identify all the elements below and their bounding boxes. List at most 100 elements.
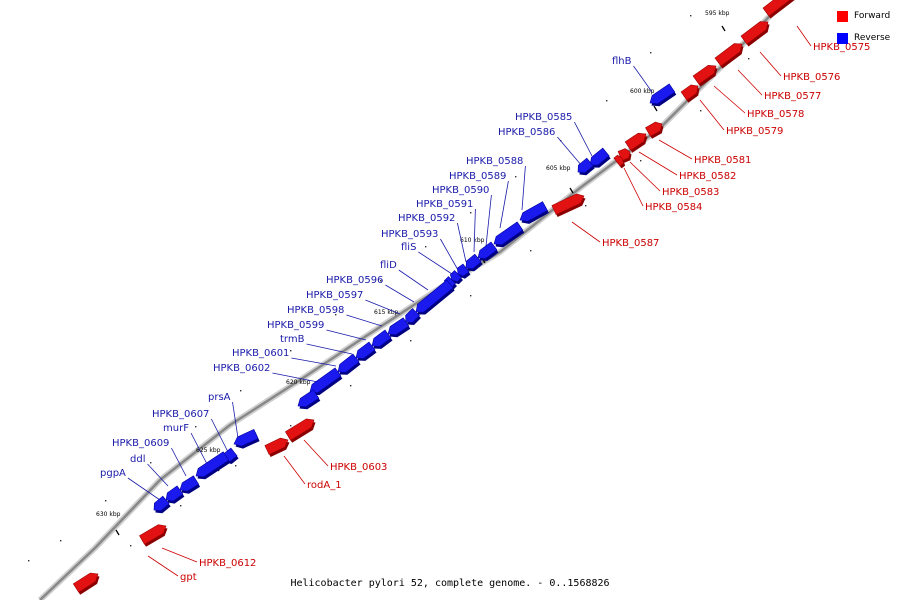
gene-hpkb-0577[interactable] (714, 43, 743, 67)
label-leader (499, 180, 509, 229)
gene-label-hpkb-0599: HPKB_0599 (267, 320, 324, 331)
minor-tick (650, 52, 652, 54)
minor-tick (515, 176, 517, 178)
gene-label-hpkb-0589: HPKB_0589 (449, 171, 506, 182)
gene-ddl[interactable] (165, 485, 184, 502)
gene-pgpa[interactable] (153, 495, 170, 512)
minor-tick (470, 212, 472, 214)
scale-tick-label: 605 kbp (546, 165, 571, 172)
label-leader (623, 167, 644, 207)
minor-tick (640, 160, 642, 162)
gene-hpkb-0585[interactable] (589, 147, 610, 166)
gene-hpkb-0593[interactable] (449, 270, 462, 283)
scale-ticks: 595 kbp 600 kbp 605 kbp 610 kbp 615 kbp 620 k… (96, 10, 730, 536)
minor-tick (425, 246, 427, 248)
gene-prsa[interactable] (233, 429, 259, 447)
label-leader (365, 299, 401, 315)
label-leader (440, 238, 459, 271)
gene-hpkb-0591[interactable] (465, 253, 482, 270)
gene-label-flhb: flhB (612, 56, 632, 67)
scale-tick-label: 610 kbp (460, 237, 485, 244)
label-leader (521, 165, 526, 211)
gene-label-hpkb-0585: HPKB_0585 (515, 112, 572, 123)
gene-label-hpkb-0607: HPKB_0607 (152, 409, 209, 420)
label-leader (737, 69, 763, 96)
gene-hpkb-0582[interactable] (624, 132, 647, 151)
minor-tick (290, 350, 292, 352)
gene-trmb[interactable] (337, 353, 360, 373)
label-leader (147, 463, 169, 487)
gene-hpkb-0609[interactable] (179, 475, 200, 492)
gene-label-hpkb-0587: HPKB_0587 (602, 238, 659, 249)
label-leader (571, 221, 601, 243)
label-leader (127, 477, 161, 501)
gene-hpkb-0597[interactable] (387, 317, 410, 336)
minor-tick (290, 425, 292, 427)
gene-label-murf: murF (163, 423, 189, 434)
scale-tick-label: 615 kbp (374, 309, 399, 316)
label-leader (457, 222, 467, 263)
gene-hpkb-0575[interactable] (762, 0, 800, 17)
gene-hpkb-0592[interactable] (457, 263, 470, 277)
gene-hpkb-0601[interactable] (309, 367, 342, 393)
label-leader (473, 208, 476, 253)
label-leaders (127, 25, 812, 577)
gene-hpkb-0590[interactable] (477, 241, 498, 259)
gene-gpt[interactable] (72, 572, 99, 593)
minor-tick (180, 505, 182, 507)
gene-label-pgpa: pgpA (100, 468, 126, 479)
gene-label-flis: fliS (401, 242, 416, 253)
gene-label-trmb: trmB (280, 334, 305, 345)
gene-hpkb-0588[interactable] (519, 201, 548, 222)
gene-label-hpkb-0612: HPKB_0612 (199, 558, 256, 569)
label-leader (385, 284, 415, 303)
gene-flhb[interactable] (649, 83, 676, 105)
gene-flid[interactable] (415, 279, 454, 313)
label-leader (796, 25, 812, 47)
gene-hpkb-0612[interactable] (139, 524, 167, 545)
gene-roda-1[interactable] (264, 437, 289, 455)
minor-tick (235, 465, 237, 467)
gene-hpkb-0603[interactable] (284, 418, 315, 441)
gene-hpkb-0576[interactable] (740, 21, 769, 45)
minor-tick (28, 560, 30, 562)
gene-label-roda-1: rodA_1 (307, 480, 342, 491)
genes (72, 0, 800, 595)
gene-label-hpkb-0603: HPKB_0603 (330, 462, 387, 473)
gene-label-hpkb-0584: HPKB_0584 (645, 202, 702, 213)
label-leader (272, 372, 319, 383)
gene-label-hpkb-0609: HPKB_0609 (112, 438, 169, 449)
minor-tick (60, 540, 62, 542)
gene-hpkb-0581[interactable] (645, 121, 663, 137)
gene-label-hpkb-0588: HPKB_0588 (466, 156, 523, 167)
label-leader (633, 65, 653, 93)
gene-murf[interactable] (195, 451, 230, 478)
label-leader (283, 455, 306, 485)
label-leader (303, 439, 329, 467)
minor-tick (240, 390, 242, 392)
gene-hpkb-0579[interactable] (680, 84, 699, 101)
label-leader (306, 343, 353, 355)
gene-hpkb-0584[interactable] (613, 154, 624, 167)
gene-hpkb-0578[interactable] (692, 64, 717, 85)
gene-hpkb-0598[interactable] (371, 329, 392, 347)
gene-hpkb-0587[interactable] (551, 193, 585, 215)
label-leader (211, 418, 229, 453)
gene-hpkb-0596[interactable] (405, 308, 420, 323)
gene-hpkb-0586[interactable] (577, 157, 594, 174)
gene-hpkb-0599[interactable] (355, 341, 376, 359)
gene-label-hpkb-0578: HPKB_0578 (747, 109, 804, 120)
gene-label-gpt: gpt (180, 572, 197, 583)
gene-label-hpkb-0598: HPKB_0598 (287, 305, 344, 316)
minor-tick (690, 15, 692, 17)
gene-label-ddl: ddl (130, 454, 145, 465)
legend-label-forward: Forward (854, 11, 891, 21)
scale-tick-label: 630 kbp (96, 511, 121, 518)
gene-hpkb-0602[interactable] (297, 389, 320, 408)
gene-hpkb-0589[interactable] (493, 221, 524, 246)
label-leader (557, 136, 583, 167)
minor-tick (150, 462, 152, 464)
gene-label-hpkb-0583: HPKB_0583 (662, 187, 719, 198)
label-leader (574, 121, 593, 157)
